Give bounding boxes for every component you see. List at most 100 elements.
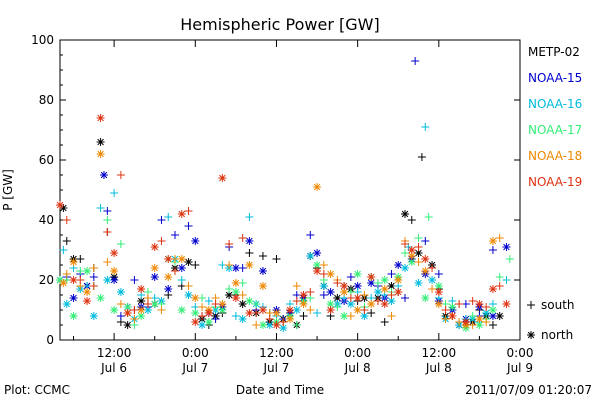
data-point-south	[238, 291, 247, 299]
data-point-south	[171, 255, 179, 263]
data-point-south	[502, 276, 511, 284]
data-point-north	[69, 258, 78, 266]
data-point-north	[96, 150, 105, 158]
data-point-north	[123, 303, 132, 311]
data-point-south	[103, 258, 112, 266]
data-point-south	[306, 231, 315, 239]
data-point-south	[411, 57, 420, 65]
data-point-north	[313, 183, 322, 191]
data-point-north	[326, 306, 335, 314]
data-point-south	[414, 243, 423, 251]
data-point-north	[286, 315, 294, 323]
data-point-north	[110, 276, 119, 284]
data-point-south	[265, 315, 274, 323]
data-point-north	[231, 279, 240, 287]
data-point-south	[292, 321, 301, 329]
data-point-north	[488, 285, 497, 293]
data-point-south	[157, 237, 166, 245]
data-point-south	[299, 312, 308, 320]
data-point-north	[461, 318, 470, 326]
data-point-south	[76, 276, 85, 284]
data-point-north	[164, 273, 173, 281]
data-point-south	[245, 213, 254, 221]
data-point-south	[171, 267, 179, 275]
data-point-north	[265, 321, 274, 329]
data-point-south	[495, 234, 504, 242]
data-point-south	[116, 240, 125, 248]
symbol-legend: south north	[527, 298, 575, 342]
series-legend: METP-02 NOAA-15 NOAA-16 NOAA-17 NOAA-18 NOAA-…	[528, 45, 582, 189]
y-tick-label: 0	[46, 333, 54, 347]
data-point-south	[346, 273, 355, 281]
x-tick-time-label: 0:00	[507, 346, 534, 360]
data-point-north	[414, 279, 423, 287]
data-point-north	[177, 306, 186, 314]
data-point-north	[123, 321, 132, 329]
data-point-north	[502, 300, 511, 308]
data-point-south	[238, 279, 247, 287]
data-point-south	[184, 222, 193, 230]
data-point-north	[488, 306, 497, 314]
data-point-north	[83, 297, 92, 305]
data-point-north	[313, 261, 322, 269]
x-tick-time-label: 12:00	[259, 346, 294, 360]
data-point-north	[353, 306, 362, 314]
data-point-south	[103, 228, 112, 236]
data-point-north	[96, 114, 105, 122]
data-point-south	[333, 279, 342, 287]
data-point-south	[184, 207, 193, 215]
data-point-south	[191, 261, 200, 269]
data-point-south	[346, 312, 355, 320]
data-point-north	[184, 258, 193, 266]
data-point-north	[116, 288, 125, 296]
data-point-north	[137, 285, 146, 293]
data-point-south	[130, 306, 139, 314]
data-point-north	[373, 288, 382, 296]
y-tick-label: 60	[39, 153, 54, 167]
data-point-north	[150, 273, 159, 281]
data-point-south	[373, 297, 382, 305]
data-point-south	[401, 294, 409, 302]
data-point-south	[62, 237, 71, 245]
data-point-north	[245, 237, 254, 245]
data-point-north	[258, 306, 267, 314]
data-point-south	[157, 216, 166, 224]
data-point-north	[258, 282, 267, 290]
data-point-south	[184, 282, 193, 290]
data-point-north	[353, 294, 362, 302]
data-point-north	[434, 288, 443, 296]
data-point-south	[238, 264, 247, 272]
data-point-south	[96, 204, 105, 212]
legend-symbol-south	[527, 301, 535, 309]
data-point-north	[245, 297, 254, 305]
data-point-south	[360, 291, 369, 299]
data-points	[56, 57, 514, 332]
data-point-south	[76, 267, 85, 275]
data-point-south	[495, 273, 504, 281]
data-point-south	[367, 309, 376, 317]
data-point-north	[326, 300, 335, 308]
data-point-south	[59, 246, 68, 254]
data-point-south	[204, 297, 213, 305]
data-point-north	[231, 264, 240, 272]
data-point-north	[191, 294, 200, 302]
data-point-south	[130, 276, 139, 284]
data-point-south	[103, 207, 112, 215]
data-point-north	[99, 171, 108, 179]
data-point-north	[407, 246, 416, 254]
y-tick-label: 40	[39, 213, 54, 227]
x-tick-date-label: Jul 7	[181, 361, 208, 375]
data-point-north	[191, 309, 200, 317]
data-point-south	[401, 249, 409, 257]
data-point-south	[157, 306, 166, 314]
data-point-north	[421, 294, 430, 302]
data-point-south	[488, 321, 497, 329]
data-point-north	[69, 276, 78, 284]
data-point-south	[198, 294, 207, 302]
data-point-north	[137, 306, 146, 314]
legend-entry: NOAA-17	[528, 123, 582, 137]
data-point-south	[414, 258, 423, 266]
data-point-south	[292, 297, 301, 305]
data-point-south	[417, 153, 426, 161]
data-point-north	[495, 312, 504, 320]
